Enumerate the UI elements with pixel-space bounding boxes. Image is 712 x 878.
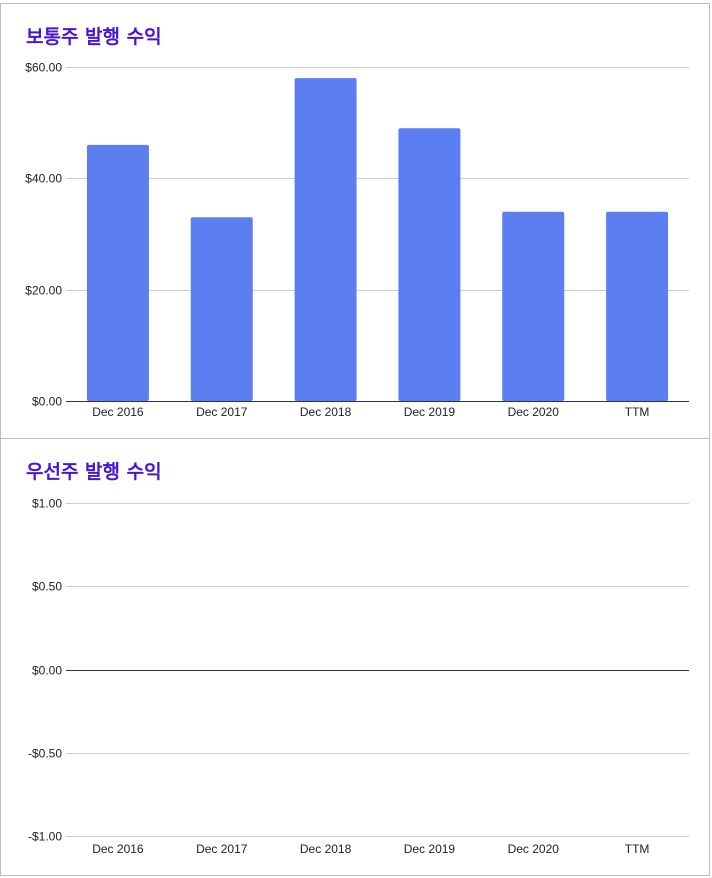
bar xyxy=(502,211,565,401)
preferred-stock-eps-panel: 우선주 발행 수익 -$1.00 -$0.50 $0.00 $0.50 $1.00 Dec… xyxy=(0,438,710,876)
common-stock-eps-chart: $0.00 $20.00 $40.00 $60.00 Dec 2016 Dec 2017 D… xyxy=(25,61,689,419)
preferred-stock-eps-chart: -$1.00 -$0.50 $0.00 $0.50 $1.00 Dec 2016 Dec 2… xyxy=(28,497,689,856)
x-tick-label: Dec 2019 xyxy=(404,842,456,856)
chart-title: 보통주 발행 수익 xyxy=(26,26,162,48)
y-tick-label: $40.00 xyxy=(25,172,62,186)
bar xyxy=(86,144,149,401)
bar xyxy=(294,78,357,401)
x-tick-label: Dec 2016 xyxy=(92,842,144,856)
x-tick-label: Dec 2017 xyxy=(196,405,248,419)
bar xyxy=(606,211,669,401)
x-tick-label: Dec 2016 xyxy=(92,405,144,419)
x-tick-label: Dec 2018 xyxy=(300,842,352,856)
y-tick-label: -$0.50 xyxy=(28,747,62,761)
y-tick-label: $0.00 xyxy=(32,395,62,409)
x-tick-label: Dec 2019 xyxy=(404,405,456,419)
x-tick-label: TTM xyxy=(625,405,650,419)
x-tick-label: TTM xyxy=(625,842,650,856)
y-tick-label: $20.00 xyxy=(25,284,62,298)
x-tick-label: Dec 2017 xyxy=(196,842,248,856)
y-tick-label: -$1.00 xyxy=(28,830,62,844)
bar xyxy=(190,217,253,401)
chart-title: 우선주 발행 수익 xyxy=(26,461,162,483)
x-tick-label: Dec 2020 xyxy=(508,405,560,419)
x-tick-label: Dec 2018 xyxy=(300,405,352,419)
x-tick-label: Dec 2020 xyxy=(508,842,560,856)
y-tick-label: $1.00 xyxy=(32,497,62,511)
y-tick-label: $60.00 xyxy=(25,61,62,75)
y-tick-label: $0.00 xyxy=(32,664,62,678)
bar xyxy=(398,128,461,401)
y-tick-label: $0.50 xyxy=(32,580,62,594)
common-stock-eps-panel: 보통주 발행 수익 $0.00 $20.00 $40.00 $60.00 Dec 201… xyxy=(0,3,710,439)
